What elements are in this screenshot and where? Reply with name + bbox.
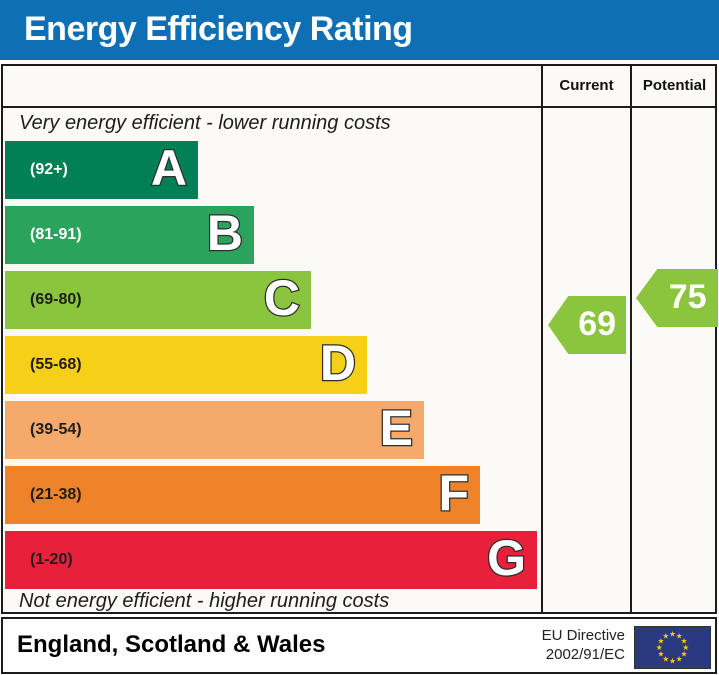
svg-text:★: ★ <box>658 636 665 645</box>
eu-directive-line2: 2002/91/EC <box>545 646 625 663</box>
svg-text:★: ★ <box>676 655 683 664</box>
band-g-letter: G <box>486 530 527 586</box>
potential-column-divider <box>630 66 632 612</box>
svg-text:★: ★ <box>658 650 665 659</box>
band-a: (92+) A <box>5 141 198 199</box>
eu-directive-line1: EU Directive <box>541 627 625 644</box>
header-row-divider <box>3 106 715 108</box>
current-column-divider <box>541 66 543 612</box>
band-g-range: (1-20) <box>30 551 73 568</box>
svg-text:★: ★ <box>681 650 688 659</box>
band-a-range: (92+) <box>30 161 68 178</box>
svg-text:★: ★ <box>676 632 683 641</box>
page-title: Energy Efficiency Rating <box>24 10 413 48</box>
eu-directive-label: EU Directive 2002/91/EC <box>542 626 625 664</box>
potential-rating-value: 75 <box>668 278 707 316</box>
band-f-range: (21-38) <box>30 486 82 503</box>
eu-flag-icon: ★ ★ ★ ★ ★ ★ ★ ★ ★ ★ ★ ★ <box>634 626 711 669</box>
svg-text:★: ★ <box>662 655 669 664</box>
band-f: (21-38) F <box>5 466 480 524</box>
bottom-note: Not energy efficient - higher running co… <box>19 590 390 612</box>
region-label: England, Scotland & Wales <box>17 631 326 658</box>
band-d-letter: D <box>319 335 358 391</box>
svg-text:★: ★ <box>662 632 669 641</box>
page-title-bar: Energy Efficiency Rating <box>0 0 719 60</box>
band-a-letter: A <box>150 140 189 196</box>
svg-text:★: ★ <box>682 643 689 652</box>
current-rating-arrow: 69 <box>548 296 626 354</box>
band-d-range: (55-68) <box>30 356 82 373</box>
band-g: (1-20) G <box>5 531 537 589</box>
band-e-range: (39-54) <box>30 421 82 438</box>
band-f-letter: F <box>437 465 470 521</box>
svg-text:★: ★ <box>656 643 663 652</box>
band-c: (69-80) C <box>5 271 311 329</box>
potential-column-header: Potential <box>642 77 707 94</box>
top-note: Very energy efficient - lower running co… <box>19 112 391 134</box>
potential-rating-arrow: 75 <box>636 269 718 327</box>
band-b: (81-91) B <box>5 206 254 264</box>
current-rating-value: 69 <box>578 305 617 343</box>
footer-bar: England, Scotland & Wales EU Directive 2… <box>1 617 717 674</box>
band-e: (39-54) E <box>5 401 424 459</box>
current-column-header: Current <box>559 77 614 94</box>
band-c-range: (69-80) <box>30 291 82 308</box>
band-b-range: (81-91) <box>30 226 82 243</box>
band-c-letter: C <box>263 270 302 326</box>
rating-table: Current Potential Very energy efficient … <box>1 64 718 614</box>
band-b-letter: B <box>206 205 245 261</box>
band-d: (55-68) D <box>5 336 367 394</box>
svg-text:★: ★ <box>681 636 688 645</box>
svg-text:★: ★ <box>669 656 676 665</box>
band-e-letter: E <box>378 400 414 456</box>
svg-text:★: ★ <box>669 630 676 639</box>
